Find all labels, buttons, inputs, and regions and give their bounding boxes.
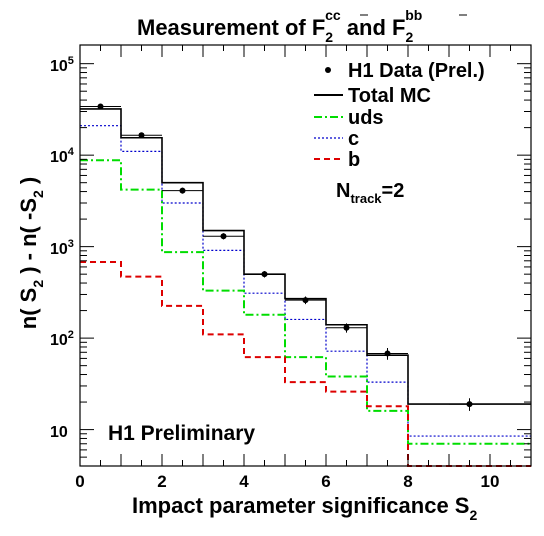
preliminary-annotation: H1 Preliminary [108,422,255,445]
data-point [80,103,121,110]
legend-label: b [348,149,360,171]
data-point [367,347,408,360]
legend-entry-total-mc: Total MC [314,85,431,107]
data-marker [261,271,268,278]
data-marker [343,324,350,331]
legend-label: uds [348,107,384,129]
x-tick-label: 0 [75,472,84,491]
data-marker [384,350,391,357]
x-tick-label: 4 [239,472,249,491]
y-tick-labels: 10 102 103 104 105 [50,55,75,441]
legend-entry-b: b [314,149,360,171]
data-marker [97,103,104,110]
y-axis-label: n( S2 ) - n( -S2 ) [16,177,46,329]
legend-data-marker [325,67,331,73]
y-tick-label: 10 [50,424,68,441]
series-c [80,125,531,437]
x-tick-labels: 0 2 4 6 8 10 [75,472,499,491]
x-tick-label: 2 [157,472,166,491]
y-tick-label: 102 [50,329,74,349]
data-point [244,271,285,278]
chart-title: Measurement of F2cc and F2bb [137,7,422,45]
data-marker [302,297,309,304]
axis-ticks [79,45,532,467]
data-point [162,187,203,194]
series-uds [80,159,531,445]
x-tick-label: 8 [403,472,412,491]
data-point [326,323,367,333]
data-marker [179,187,186,194]
legend-entry-data: H1 Data (Prel.) [325,60,485,82]
legend-label: Total MC [348,85,431,107]
data-points [80,103,490,411]
legend: H1 Data (Prel.) Total MC uds c b [314,60,485,171]
data-point [285,296,326,305]
x-axis-label: Impact parameter significance S2 [132,493,477,523]
legend-label: H1 Data (Prel.) [348,60,485,82]
y-tick-label: 104 [50,146,75,166]
data-marker [220,233,227,240]
data-point [203,233,244,240]
legend-entry-uds: uds [314,107,384,129]
y-tick-label: 105 [50,55,74,75]
x-tick-label: 10 [481,472,500,491]
data-point [449,398,490,411]
data-marker [466,401,473,408]
x-tick-label: 6 [321,472,330,491]
y-tick-label: 103 [50,238,74,258]
legend-entry-c: c [314,128,359,150]
legend-label: c [348,128,359,150]
data-point [121,132,162,139]
data-marker [138,132,145,139]
ntrack-annotation: Ntrack=2 [336,180,404,206]
